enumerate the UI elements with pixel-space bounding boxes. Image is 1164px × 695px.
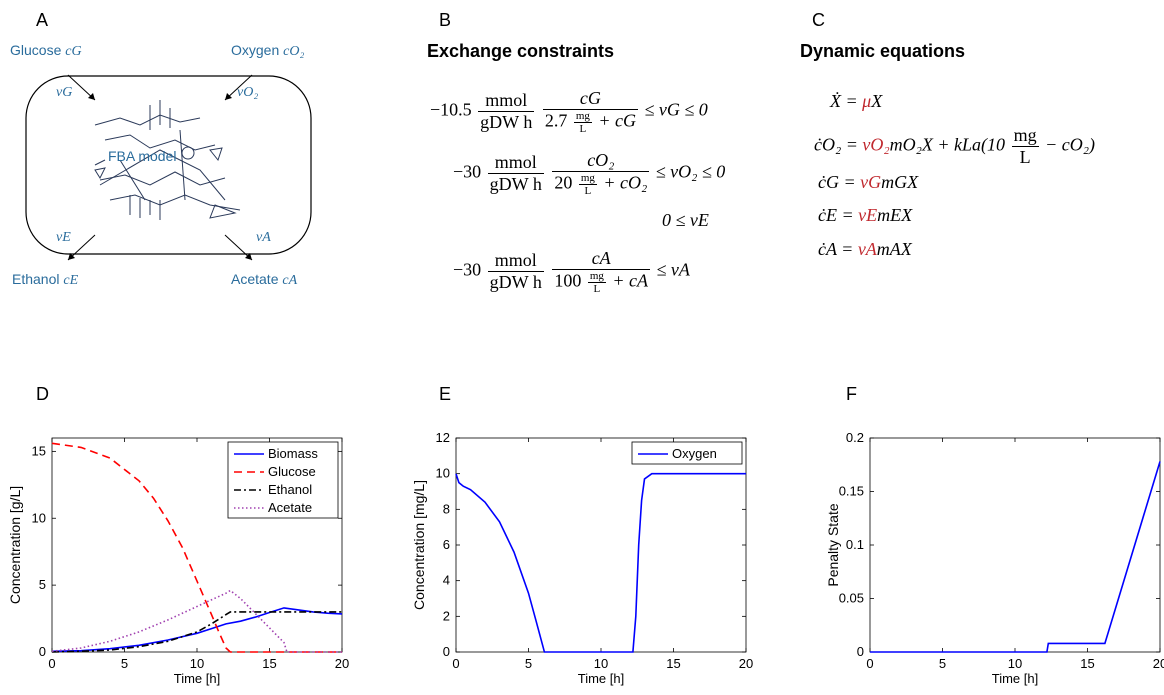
x-tick-label: 5 xyxy=(121,656,128,671)
x-tick-label: 10 xyxy=(190,656,204,671)
dynamic-eq-acetate: ċA = vAmAX xyxy=(818,239,912,259)
fba-model-label: FBA model xyxy=(108,148,177,164)
exchange-eq-oxygen: −30 mmol gDW h cO₂ 20 mg L + cO₂ ≤ vO₂ ≤ 0 xyxy=(453,150,726,197)
y-tick-label: 15 xyxy=(32,443,46,458)
panel-label-f: F xyxy=(846,384,857,404)
panel-label-a: A xyxy=(36,10,49,30)
y-tick-label: 6 xyxy=(443,537,450,552)
exchange-title: Exchange constraints xyxy=(427,41,615,61)
x-tick-label: 15 xyxy=(666,656,680,671)
panel-label-d: D xyxy=(36,384,49,404)
legend-label: Oxygen xyxy=(672,446,717,461)
dynamic-eq-biomass: Ẋ = μX xyxy=(830,91,883,111)
x-tick-label: 20 xyxy=(335,656,349,671)
y-tick-label: 8 xyxy=(443,501,450,516)
panel-label-e: E xyxy=(439,384,452,404)
cell-boundary xyxy=(25,75,312,255)
y-tick-label: 2 xyxy=(443,608,450,623)
plot-frame xyxy=(455,437,747,653)
y-tick-label: 10 xyxy=(436,466,450,481)
y-tick-label: 0 xyxy=(857,644,864,659)
y-tick-label: 0 xyxy=(39,644,46,659)
ethanol-label: Ethanol cE xyxy=(12,271,79,288)
dynamic-eq-ethanol: ċE = vEmEX xyxy=(818,205,913,225)
ve-label: vE xyxy=(56,230,71,245)
x-tick-label: 0 xyxy=(452,656,459,671)
y-tick-label: 4 xyxy=(443,573,450,588)
dynamic-eq-oxygen: ċO₂ = vO₂mO₂X + kLa(10 mg L − cO₂) xyxy=(814,125,1095,167)
dynamic-title: Dynamic equations xyxy=(800,41,966,61)
oxygen-label: Oxygen cO₂ xyxy=(231,42,305,59)
x-axis-label: Time [h] xyxy=(578,671,624,686)
vg-label: vG xyxy=(56,85,73,100)
series-line-penalty xyxy=(870,461,1161,653)
series-line-acetate xyxy=(51,589,342,653)
x-tick-label: 5 xyxy=(939,656,946,671)
legend-label: Ethanol xyxy=(268,482,312,497)
x-tick-label: 0 xyxy=(48,656,55,671)
y-tick-label: 0.1 xyxy=(846,537,864,552)
y-axis-label: Penalty State xyxy=(825,503,841,586)
series-line-biomass xyxy=(51,607,343,653)
series-line-ethanol xyxy=(51,611,342,653)
y-tick-label: 5 xyxy=(39,577,46,592)
chart-concentrations: 0 5 10 15 20 0 5 10 15 Time [h] Concentration [g/L… xyxy=(7,437,349,686)
dynamic-eq-glucose: ċG = vGmGX xyxy=(818,172,919,192)
x-axis-label: Time [h] xyxy=(174,671,220,686)
x-axis-label: Time [h] xyxy=(992,671,1038,686)
y-tick-label: 0.2 xyxy=(846,430,864,445)
legend-label: Biomass xyxy=(268,446,318,461)
acetate-label: Acetate cA xyxy=(231,271,298,288)
y-tick-label: 0 xyxy=(443,644,450,659)
fba-diagram: Glucose cG Oxygen cO₂ vG vO₂ FBA model v… xyxy=(0,0,400,300)
x-tick-label: 10 xyxy=(594,656,608,671)
exchange-eq-glucose: −10.5 mmol gDW h cG 2.7 mg L + cG ≤ vG ≤ 0 xyxy=(430,88,708,135)
x-tick-label: 0 xyxy=(866,656,873,671)
chart-oxygen: 0 5 10 15 20 0 2 4 6 8 10 12 Time [h] Concentration [… xyxy=(411,430,753,686)
exchange-eq-acetate: −30 mmol gDW h cA 100 mg L + cA ≤ vA xyxy=(453,248,690,295)
panel-label-c: C xyxy=(812,10,825,30)
series-line-glucose xyxy=(51,442,342,653)
glucose-label: Glucose cG xyxy=(10,42,82,59)
x-tick-label: 5 xyxy=(525,656,532,671)
y-tick-label: 0.05 xyxy=(839,591,864,606)
panel-label-b: B xyxy=(439,10,452,30)
chart-penalty-state: 0 5 10 15 20 0 0.05 0.1 0.15 0.2 Time [h] Penalty S… xyxy=(825,430,1164,686)
legend-label: Acetate xyxy=(268,500,312,515)
exchange-eq-ethanol: 0 ≤ vE xyxy=(662,210,709,230)
metabolic-network-icon xyxy=(94,100,241,220)
va-label: vA xyxy=(256,230,271,245)
x-tick-label: 15 xyxy=(262,656,276,671)
y-axis-label: Concentration [g/L] xyxy=(7,486,23,604)
y-axis-label: Concentration [mg/L] xyxy=(411,480,427,610)
legend-label: Glucose xyxy=(268,464,316,479)
fba-diagram-svg xyxy=(25,74,312,261)
y-tick-label: 12 xyxy=(436,430,450,445)
series-line-oxygen xyxy=(455,472,746,653)
legend-box xyxy=(631,441,743,465)
x-tick-label: 20 xyxy=(1153,656,1164,671)
plot-frame xyxy=(869,437,1161,653)
x-tick-label: 15 xyxy=(1080,656,1094,671)
y-tick-label: 10 xyxy=(32,510,46,525)
x-tick-label: 20 xyxy=(739,656,753,671)
vo2-label: vO₂ xyxy=(237,85,259,100)
y-tick-label: 0.15 xyxy=(839,484,864,499)
x-tick-label: 10 xyxy=(1008,656,1022,671)
